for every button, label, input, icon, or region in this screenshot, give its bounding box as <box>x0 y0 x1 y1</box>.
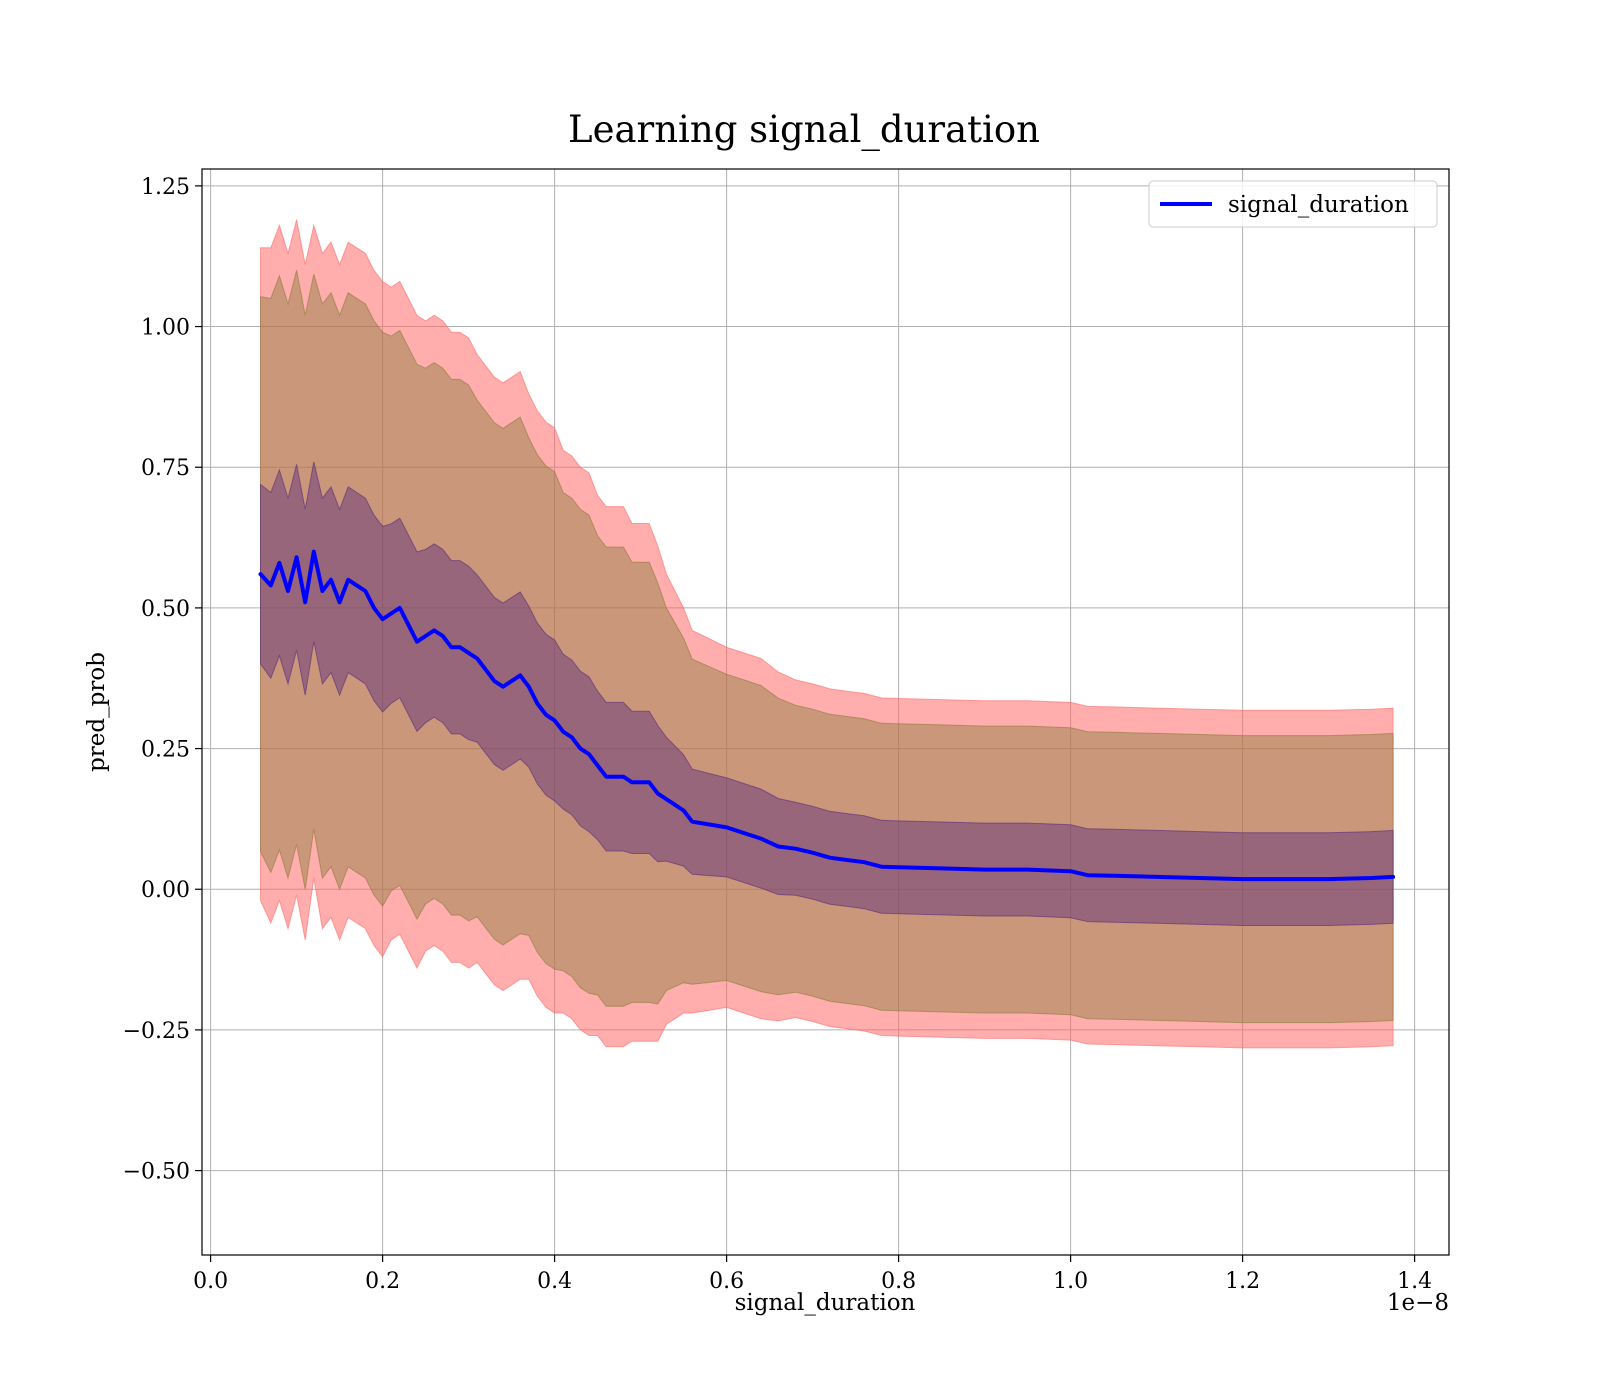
x-tick-label: 0.0 <box>193 1269 228 1294</box>
x-tick-label: 0.6 <box>709 1269 744 1294</box>
y-tick-label: 1.25 <box>141 175 190 200</box>
legend-label: signal_duration <box>1228 192 1409 218</box>
y-axis-label: pred_prob <box>84 652 110 772</box>
x-tick-label: 0.4 <box>537 1269 572 1294</box>
x-axis-ticks: 0.0 0.2 0.4 0.6 0.8 1.0 1.2 1.4 <box>193 1255 1432 1294</box>
x-tick-label: 0.8 <box>881 1269 916 1294</box>
y-tick-label: 0.00 <box>141 878 190 903</box>
y-tick-label: 0.75 <box>141 456 190 481</box>
band-outer_band <box>260 219 1394 1049</box>
y-axis-ticks: −0.50 −0.25 0.00 0.25 0.50 0.75 1.00 1.25 <box>123 175 202 1185</box>
y-tick-label: 1.00 <box>141 316 190 341</box>
y-tick-label: 0.50 <box>141 597 190 622</box>
x-tick-label: 0.2 <box>365 1269 400 1294</box>
y-tick-label: 0.25 <box>141 738 190 763</box>
band-middle_band <box>260 270 1394 1024</box>
x-axis-label: signal_duration <box>735 1290 916 1316</box>
y-tick-label: −0.50 <box>123 1160 190 1185</box>
series-line-signal-duration <box>258 549 1396 882</box>
legend: signal_duration <box>1148 180 1438 228</box>
x-tick-label: 1.2 <box>1225 1269 1260 1294</box>
legend-box <box>1148 180 1438 228</box>
chart-title: Learning signal_duration <box>568 108 1040 152</box>
x-tick-label: 1.4 <box>1397 1269 1432 1294</box>
plot-frame <box>201 168 1450 1256</box>
series-lines <box>258 549 1396 882</box>
x-tick-label: 1.0 <box>1053 1269 1088 1294</box>
y-tick-label: −0.25 <box>123 1019 190 1044</box>
x-axis-offset-label: 1e−8 <box>1387 1290 1449 1316</box>
